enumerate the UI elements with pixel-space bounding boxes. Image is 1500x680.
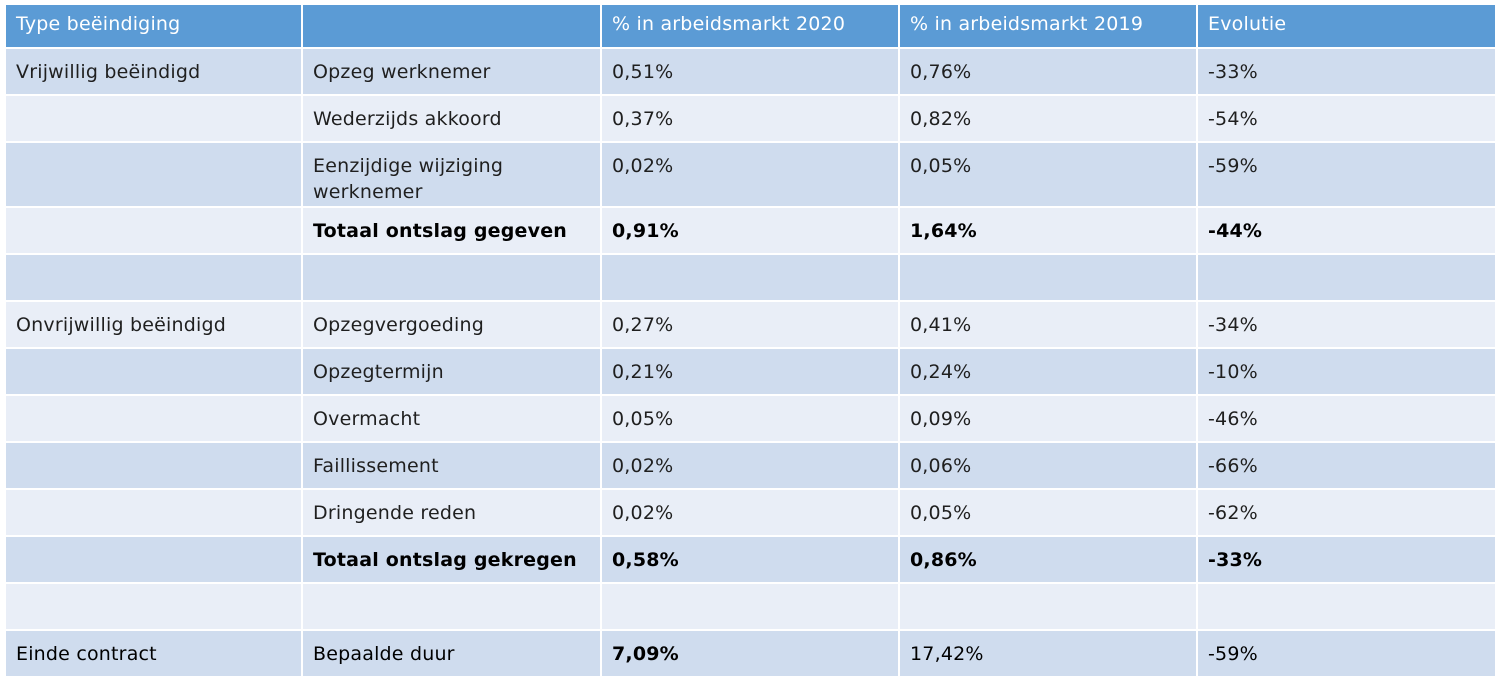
table-row-total: Totaal ontslag gekregen 0,58% 0,86% -33% xyxy=(4,535,1497,584)
table-row: Onvrijwillig beëindigd Opzegvergoeding 0… xyxy=(4,300,1497,349)
table-header-row: Type beëindiging % in arbeidsmarkt 2020 … xyxy=(4,3,1497,49)
cell-subtype xyxy=(301,253,602,302)
cell-type xyxy=(4,347,303,396)
cell-type: Onvrijwillig beëindigd xyxy=(4,300,303,349)
cell-subtype: Eenzijdige wijziging werknemer xyxy=(301,141,602,208)
header-pct-2019: % in arbeidsmarkt 2019 xyxy=(898,3,1198,49)
table-row: Faillissement 0,02% 0,06% -66% xyxy=(4,441,1497,490)
cell-type xyxy=(4,488,303,537)
cell-evolution: -33% xyxy=(1196,535,1497,584)
cell-pct-2019: 0,24% xyxy=(898,347,1198,396)
cell-pct-2019: 0,82% xyxy=(898,94,1198,143)
cell-pct-2019: 0,41% xyxy=(898,300,1198,349)
cell-pct-2019: 0,06% xyxy=(898,441,1198,490)
cell-subtype: Overmacht xyxy=(301,394,602,443)
cell-pct-2020: 0,51% xyxy=(600,47,900,96)
cell-pct-2020: 7,09% xyxy=(600,629,900,678)
cell-pct-2019 xyxy=(898,582,1198,631)
table-row: Wederzijds akkoord 0,37% 0,82% -54% xyxy=(4,94,1497,143)
cell-evolution xyxy=(1196,582,1497,631)
cell-pct-2020 xyxy=(600,582,900,631)
cell-subtype xyxy=(301,582,602,631)
cell-type: Vrijwillig beëindigd xyxy=(4,47,303,96)
cell-pct-2020: 0,37% xyxy=(600,94,900,143)
cell-pct-2020: 0,21% xyxy=(600,347,900,396)
table-row-total: Totaal ontslag gegeven 0,91% 1,64% -44% xyxy=(4,206,1497,255)
cell-pct-2019: 0,09% xyxy=(898,394,1198,443)
cell-type xyxy=(4,582,303,631)
cell-pct-2019: 0,86% xyxy=(898,535,1198,584)
cell-subtype: Wederzijds akkoord xyxy=(301,94,602,143)
cell-evolution: -44% xyxy=(1196,206,1497,255)
cell-pct-2020: 0,02% xyxy=(600,141,900,208)
cell-evolution xyxy=(1196,253,1497,302)
header-subtype xyxy=(301,3,602,49)
cell-pct-2020: 0,58% xyxy=(600,535,900,584)
termination-table: Type beëindiging % in arbeidsmarkt 2020 … xyxy=(4,3,1497,678)
table-row-spacer xyxy=(4,253,1497,302)
cell-subtype: Opzegvergoeding xyxy=(301,300,602,349)
cell-evolution: -46% xyxy=(1196,394,1497,443)
cell-pct-2019: 0,76% xyxy=(898,47,1198,96)
cell-evolution: -10% xyxy=(1196,347,1497,396)
cell-type xyxy=(4,206,303,255)
cell-pct-2020: 0,91% xyxy=(600,206,900,255)
table-row: Overmacht 0,05% 0,09% -46% xyxy=(4,394,1497,443)
cell-evolution: -59% xyxy=(1196,141,1497,208)
cell-pct-2019 xyxy=(898,253,1198,302)
cell-subtype: Bepaalde duur xyxy=(301,629,602,678)
table-row: Vrijwillig beëindigd Opzeg werknemer 0,5… xyxy=(4,47,1497,96)
cell-pct-2019: 1,64% xyxy=(898,206,1198,255)
cell-subtype: Totaal ontslag gegeven xyxy=(301,206,602,255)
cell-type xyxy=(4,141,303,208)
cell-type xyxy=(4,253,303,302)
cell-evolution: -62% xyxy=(1196,488,1497,537)
header-evolution: Evolutie xyxy=(1196,3,1497,49)
table-row: Einde contract Bepaalde duur 7,09% 17,42… xyxy=(4,629,1497,678)
cell-pct-2020 xyxy=(600,253,900,302)
header-type: Type beëindiging xyxy=(4,3,303,49)
cell-subtype: Opzegtermijn xyxy=(301,347,602,396)
table-row: Dringende reden 0,02% 0,05% -62% xyxy=(4,488,1497,537)
cell-pct-2020: 0,27% xyxy=(600,300,900,349)
cell-subtype: Faillissement xyxy=(301,441,602,490)
cell-evolution: -66% xyxy=(1196,441,1497,490)
cell-type xyxy=(4,94,303,143)
cell-pct-2020: 0,02% xyxy=(600,441,900,490)
cell-subtype: Totaal ontslag gekregen xyxy=(301,535,602,584)
cell-type xyxy=(4,535,303,584)
cell-subtype: Opzeg werknemer xyxy=(301,47,602,96)
cell-subtype: Dringende reden xyxy=(301,488,602,537)
cell-pct-2019: 17,42% xyxy=(898,629,1198,678)
table-row: Opzegtermijn 0,21% 0,24% -10% xyxy=(4,347,1497,396)
cell-evolution: -34% xyxy=(1196,300,1497,349)
table-row: Eenzijdige wijziging werknemer 0,02% 0,0… xyxy=(4,141,1497,208)
header-pct-2020: % in arbeidsmarkt 2020 xyxy=(600,3,900,49)
cell-pct-2020: 0,02% xyxy=(600,488,900,537)
cell-pct-2020: 0,05% xyxy=(600,394,900,443)
cell-type xyxy=(4,394,303,443)
termination-table-container: Type beëindiging % in arbeidsmarkt 2020 … xyxy=(4,3,1497,678)
cell-pct-2019: 0,05% xyxy=(898,141,1198,208)
cell-type xyxy=(4,441,303,490)
cell-evolution: -33% xyxy=(1196,47,1497,96)
table-row-spacer xyxy=(4,582,1497,631)
cell-pct-2019: 0,05% xyxy=(898,488,1198,537)
cell-type: Einde contract xyxy=(4,629,303,678)
cell-evolution: -54% xyxy=(1196,94,1497,143)
cell-evolution: -59% xyxy=(1196,629,1497,678)
